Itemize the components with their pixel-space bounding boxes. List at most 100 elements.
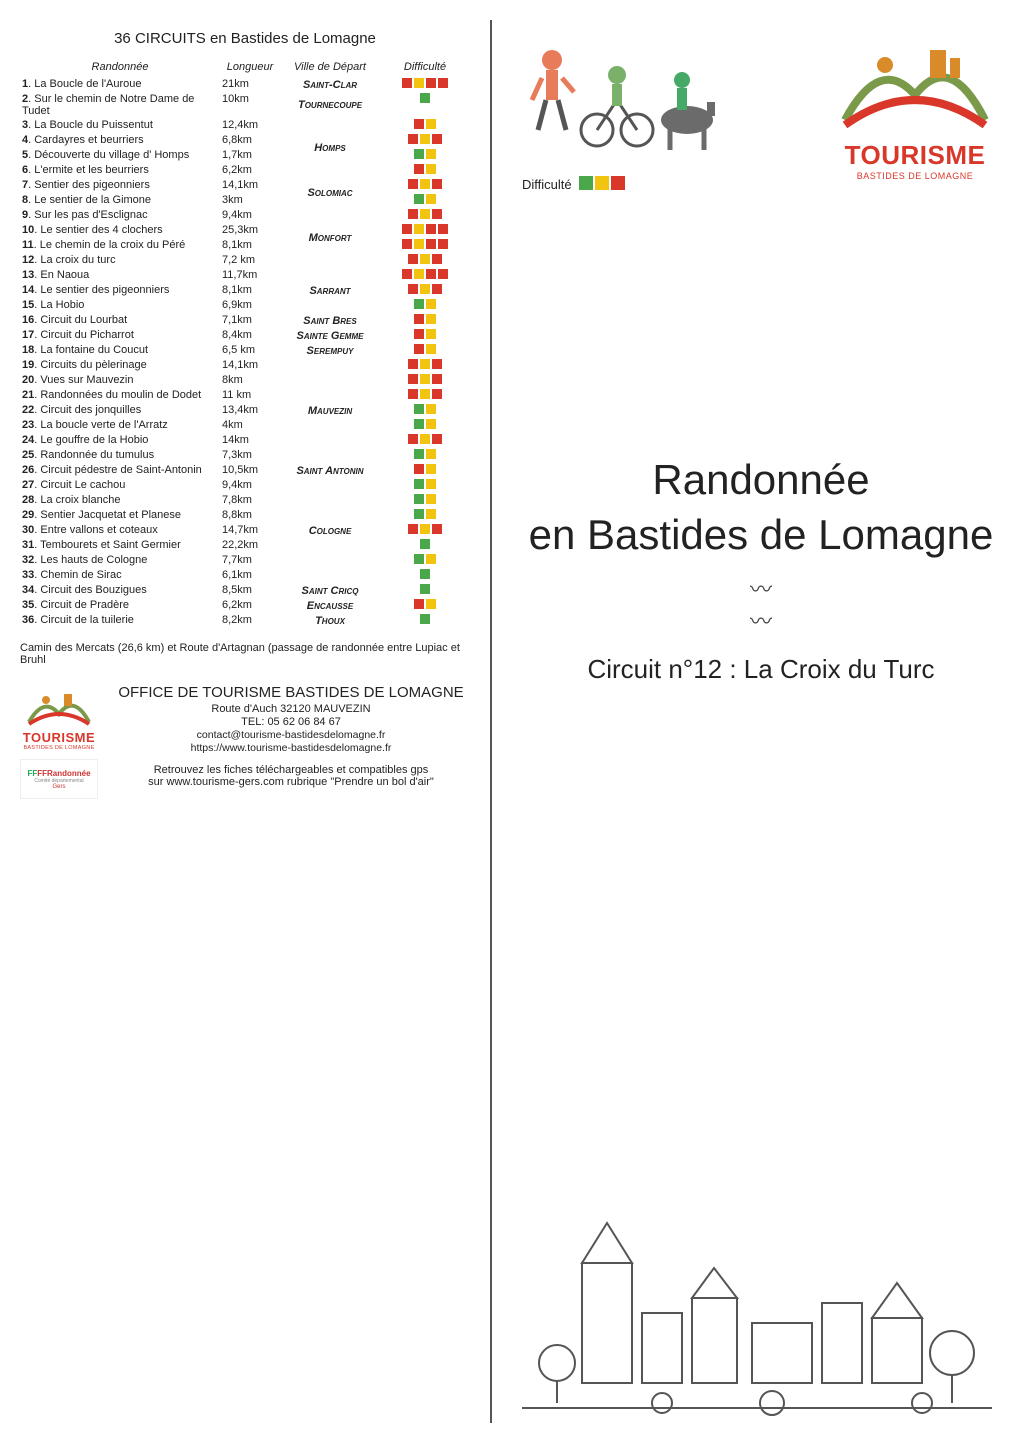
ffrandonnee-logo: FFFFRandonnée Comité départemental Gers xyxy=(20,759,98,799)
cell-difficulty xyxy=(380,193,470,208)
difficulty-square xyxy=(426,314,436,324)
right-panel: Difficulté TOURISME BASTIDES DE LOMAGNE … xyxy=(492,0,1020,1443)
cell-difficulty xyxy=(380,613,470,628)
cell-difficulty xyxy=(380,508,470,523)
difficulty-square xyxy=(426,194,436,204)
cell-rando: 23. La boucle verte de l'Arratz xyxy=(20,418,220,433)
table-row: 15. La Hobio6,9km xyxy=(20,298,470,313)
difficulty-square xyxy=(414,269,424,279)
cell-length: 8,1km xyxy=(220,238,280,253)
difficulty-square xyxy=(438,269,448,279)
difficulty-indicator: Difficulté xyxy=(522,176,722,193)
difficulty-square xyxy=(420,254,430,264)
cell-length: 8,4km xyxy=(220,328,280,343)
cell-length: 7,3km xyxy=(220,448,280,463)
difficulty-square xyxy=(414,329,424,339)
top-row: Difficulté TOURISME BASTIDES DE LOMAGNE xyxy=(522,30,1000,193)
table-row: 31. Tembourets et Saint Germier22,2km xyxy=(20,538,470,553)
header-ville: Ville de Départ xyxy=(280,57,380,77)
cell-length: 8km xyxy=(220,373,280,388)
difficulty-square xyxy=(414,464,424,474)
cell-ville: Sainte Gemme xyxy=(280,328,380,343)
table-row: 20. Vues sur Mauvezin8km xyxy=(20,373,470,388)
difficulty-square xyxy=(432,179,442,189)
cell-rando: 28. La croix blanche xyxy=(20,493,220,508)
office-dl2: sur www.tourisme-gers.com rubrique "Pren… xyxy=(112,776,470,788)
cell-length: 6,8km xyxy=(220,133,280,148)
cell-ville: Sarrant xyxy=(280,268,380,313)
cell-rando: 29. Sentier Jacquetat et Planese xyxy=(20,508,220,523)
difficulty-square xyxy=(402,269,412,279)
cell-rando: 34. Circuit des Bouzigues xyxy=(20,583,220,598)
cell-length: 22,2km xyxy=(220,538,280,553)
table-row: 32. Les hauts de Cologne7,7km xyxy=(20,553,470,568)
cell-length: 11,7km xyxy=(220,268,280,283)
cell-difficulty xyxy=(380,118,470,133)
wave-icon: 〰〰 xyxy=(522,572,1000,636)
office-title: OFFICE DE TOURISME BASTIDES DE LOMAGNE xyxy=(112,684,470,701)
cell-rando: 12. La croix du turc xyxy=(20,253,220,268)
difficulty-square xyxy=(408,374,418,384)
left-panel: 36 CIRCUITS en Bastides de Lomagne Rando… xyxy=(0,0,490,1443)
cell-difficulty xyxy=(380,77,470,92)
difficulty-square xyxy=(432,359,442,369)
difficulty-square xyxy=(408,209,418,219)
difficulty-square xyxy=(611,176,625,190)
cell-rando: 27. Circuit Le cachou xyxy=(20,478,220,493)
difficulty-square xyxy=(438,224,448,234)
cell-difficulty xyxy=(380,163,470,178)
cell-difficulty xyxy=(380,403,470,418)
cell-difficulty xyxy=(380,418,470,433)
cell-difficulty xyxy=(380,478,470,493)
cell-rando: 6. L'ermite et les beurriers xyxy=(20,163,220,178)
table-row: 28. La croix blanche7,8km xyxy=(20,493,470,508)
difficulty-square xyxy=(408,434,418,444)
difficulty-square xyxy=(414,494,424,504)
tourism-logo-small: TOURISME BASTIDES DE LOMAGNE xyxy=(20,684,98,751)
cell-length: 10,5km xyxy=(220,463,280,478)
cell-rando: 33. Chemin de Sirac xyxy=(20,568,220,583)
difficulty-square xyxy=(414,224,424,234)
cell-length: 14,7km xyxy=(220,523,280,538)
table-row: 21. Randonnées du moulin de Dodet11 km xyxy=(20,388,470,403)
difficulty-square xyxy=(420,284,430,294)
difficulty-square xyxy=(420,389,430,399)
cell-difficulty xyxy=(380,328,470,343)
table-row: 10. Le sentier des 4 clochers25,3km xyxy=(20,223,470,238)
cell-rando: 31. Tembourets et Saint Germier xyxy=(20,538,220,553)
circuits-table: Randonnée Longueur Ville de Départ Diffi… xyxy=(20,57,470,628)
difficulty-square xyxy=(414,314,424,324)
cell-rando: 13. En Naoua xyxy=(20,268,220,283)
difficulty-square xyxy=(426,464,436,474)
cell-length: 8,1km xyxy=(220,283,280,298)
difficulty-square xyxy=(426,599,436,609)
difficulty-square xyxy=(595,176,609,190)
table-row: 1. La Boucle de l'Auroue21kmSaint-Clar xyxy=(20,77,470,92)
cell-rando: 8. Le sentier de la Gimone xyxy=(20,193,220,208)
cell-rando: 35. Circuit de Pradère xyxy=(20,598,220,613)
difficulty-square xyxy=(426,479,436,489)
difficulty-square xyxy=(432,434,442,444)
difficulty-square xyxy=(420,179,430,189)
cell-ville: Saint Antonin xyxy=(280,463,380,478)
difficulty-square xyxy=(426,509,436,519)
difficulty-square xyxy=(420,374,430,384)
table-row: 12. La croix du turc7,2 km xyxy=(20,253,470,268)
cell-ville: Mauvezin xyxy=(280,358,380,463)
difficulty-square xyxy=(420,434,430,444)
difficulty-square xyxy=(414,599,424,609)
difficulty-square xyxy=(426,494,436,504)
difficulty-square xyxy=(438,78,448,88)
table-row: 17. Circuit du Picharrot8,4kmSainte Gemm… xyxy=(20,328,470,343)
difficulty-square xyxy=(432,389,442,399)
cell-rando: 9. Sur les pas d'Esclignac xyxy=(20,208,220,223)
difficulty-square xyxy=(426,224,436,234)
difficulty-square xyxy=(414,449,424,459)
cell-length: 13,4km xyxy=(220,403,280,418)
cell-difficulty xyxy=(380,178,470,193)
cell-difficulty xyxy=(380,538,470,553)
difficulty-square xyxy=(426,269,436,279)
office-text: OFFICE DE TOURISME BASTIDES DE LOMAGNE R… xyxy=(112,684,470,799)
difficulty-square xyxy=(426,554,436,564)
cell-rando: 1. La Boucle de l'Auroue xyxy=(20,77,220,92)
